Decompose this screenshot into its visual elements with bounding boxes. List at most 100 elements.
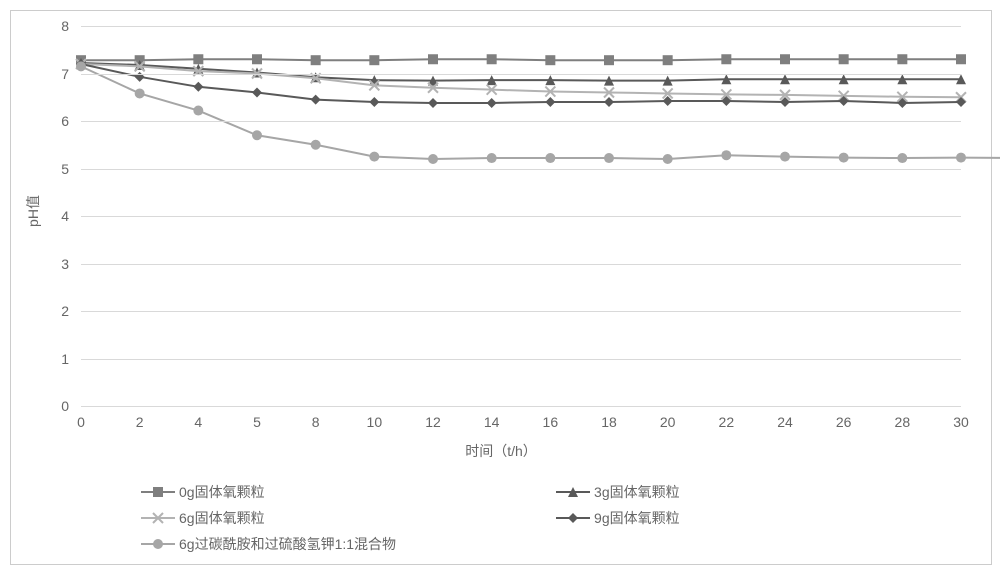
cross-marker	[153, 513, 163, 523]
legend-item-s6: 6g固体氧颗粒	[141, 508, 396, 528]
legend-item-smix: 6g过碳酰胺和过硫酸氢钾1:1混合物	[141, 534, 396, 554]
square-marker	[193, 54, 203, 64]
circle-marker	[311, 140, 321, 150]
square-marker	[956, 54, 966, 64]
gridline	[81, 121, 961, 122]
xtick-label: 24	[777, 414, 793, 430]
circle-marker	[663, 154, 673, 164]
square-marker	[487, 54, 497, 64]
square-marker	[153, 487, 163, 497]
legend-swatch	[141, 538, 175, 550]
legend-swatch	[556, 486, 590, 498]
xtick-label: 5	[253, 414, 261, 430]
ytick-label: 1	[61, 351, 69, 367]
square-marker	[780, 54, 790, 64]
legend-item-s9: 9g固体氧颗粒	[556, 508, 680, 528]
circle-marker	[956, 153, 966, 163]
x-axis-label: 时间（t/h）	[465, 441, 537, 461]
circle-marker	[428, 154, 438, 164]
xtick-label: 28	[895, 414, 911, 430]
xtick-label: 22	[719, 414, 735, 430]
circle-marker	[897, 153, 907, 163]
circle-marker	[252, 130, 262, 140]
xtick-label: 10	[367, 414, 383, 430]
square-marker	[311, 55, 321, 65]
diamond-marker	[956, 97, 966, 107]
gridline	[81, 406, 961, 407]
gridline	[81, 311, 961, 312]
xtick-label: 14	[484, 414, 500, 430]
xtick-label: 2	[136, 414, 144, 430]
diamond-marker	[487, 98, 497, 108]
diamond-marker	[604, 97, 614, 107]
ytick-label: 4	[61, 208, 69, 224]
legend-item-s3: 3g固体氧颗粒	[556, 482, 680, 502]
circle-marker	[193, 106, 203, 116]
xtick-label: 18	[601, 414, 617, 430]
legend-label: 9g固体氧颗粒	[594, 508, 680, 528]
circle-marker	[153, 539, 163, 549]
triangle-marker	[568, 487, 578, 497]
circle-marker	[135, 88, 145, 98]
circle-marker	[487, 153, 497, 163]
gridline	[81, 74, 961, 75]
circle-marker	[780, 152, 790, 162]
ytick-label: 0	[61, 398, 69, 414]
diamond-marker	[311, 95, 321, 105]
y-axis-label: pH值	[23, 195, 43, 227]
legend-label: 3g固体氧颗粒	[594, 482, 680, 502]
square-marker	[428, 54, 438, 64]
diamond-marker	[252, 88, 262, 98]
gridline	[81, 359, 961, 360]
ytick-label: 3	[61, 256, 69, 272]
legend-label: 6g固体氧颗粒	[179, 508, 265, 528]
chart-container: 012345678024581012141618202224262830 pH值…	[10, 10, 992, 565]
legend-swatch	[556, 512, 590, 524]
circle-marker	[604, 153, 614, 163]
xtick-label: 12	[425, 414, 441, 430]
legend-label: 0g固体氧颗粒	[179, 482, 265, 502]
legend-item-s0: 0g固体氧颗粒	[141, 482, 396, 502]
circle-marker	[839, 153, 849, 163]
square-marker	[721, 54, 731, 64]
diamond-marker	[428, 98, 438, 108]
diamond-marker	[839, 96, 849, 106]
series-line-s0	[81, 59, 961, 60]
square-marker	[897, 54, 907, 64]
ytick-label: 7	[61, 66, 69, 82]
xtick-label: 16	[543, 414, 559, 430]
circle-marker	[76, 61, 86, 71]
gridline	[81, 169, 961, 170]
square-marker	[252, 54, 262, 64]
circle-marker	[545, 153, 555, 163]
legend-swatch	[141, 486, 175, 498]
ytick-label: 8	[61, 18, 69, 34]
square-marker	[663, 55, 673, 65]
diamond-marker	[369, 97, 379, 107]
gridline	[81, 264, 961, 265]
xtick-label: 26	[836, 414, 852, 430]
square-marker	[369, 55, 379, 65]
legend-swatch	[141, 512, 175, 524]
diamond-marker	[545, 97, 555, 107]
ytick-label: 5	[61, 161, 69, 177]
ytick-label: 2	[61, 303, 69, 319]
legend-label: 6g过碳酰胺和过硫酸氢钾1:1混合物	[179, 534, 396, 554]
diamond-marker	[193, 82, 203, 92]
xtick-label: 30	[953, 414, 969, 430]
square-marker	[545, 55, 555, 65]
gridline	[81, 216, 961, 217]
circle-marker	[369, 152, 379, 162]
square-marker	[604, 55, 614, 65]
ytick-label: 6	[61, 113, 69, 129]
gridline	[81, 26, 961, 27]
diamond-marker	[568, 513, 578, 523]
square-marker	[839, 54, 849, 64]
xtick-label: 0	[77, 414, 85, 430]
legend: 0g固体氧颗粒 3g固体氧颗粒 6g固体氧颗粒 9g固体氧颗粒 6g过碳酰胺和过硫酸氢钾…	[141, 482, 680, 554]
circle-marker	[721, 150, 731, 160]
plot-area: 012345678024581012141618202224262830	[81, 26, 961, 406]
xtick-label: 8	[312, 414, 320, 430]
xtick-label: 20	[660, 414, 676, 430]
xtick-label: 4	[194, 414, 202, 430]
